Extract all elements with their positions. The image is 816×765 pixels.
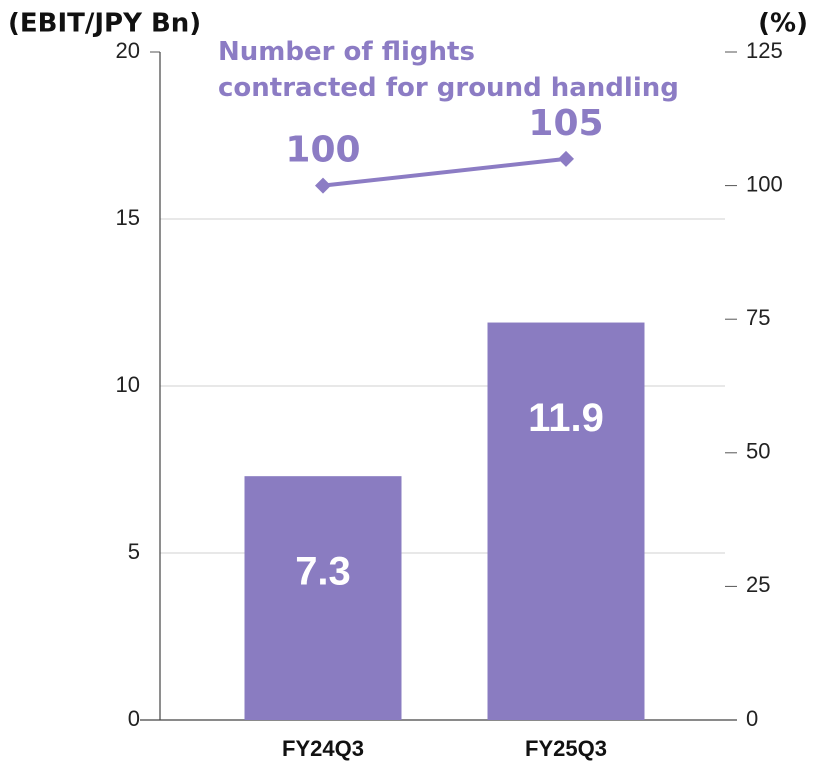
y2-tick-label: 0 xyxy=(746,706,758,731)
y2-tick-label: 75 xyxy=(746,305,770,330)
line-value-label: 105 xyxy=(528,103,603,144)
bar-value-label: 7.3 xyxy=(295,550,351,594)
line xyxy=(322,156,567,188)
y-tick-label: 0 xyxy=(128,706,140,731)
y2-tick-label: 50 xyxy=(746,439,770,464)
y2-tick-label: 100 xyxy=(746,171,783,196)
y-axis-title: (EBIT/JPY Bn) xyxy=(8,9,201,39)
bar-value-label: 11.9 xyxy=(528,396,604,440)
y-tick-label: 20 xyxy=(116,38,140,63)
line-value-label: 100 xyxy=(285,130,360,171)
line-marker xyxy=(558,150,574,167)
bar xyxy=(487,322,645,720)
x-tick-label: FY24Q3 xyxy=(282,736,364,761)
x-tick-label: FY25Q3 xyxy=(525,736,607,761)
bar xyxy=(244,476,402,720)
line-series-label: Number of flights contracted for ground … xyxy=(218,37,679,103)
y-tick-label: 5 xyxy=(128,539,140,564)
y-tick-label: 10 xyxy=(116,372,140,397)
y2-tick-label: 25 xyxy=(746,572,770,597)
y2-tick-label: 125 xyxy=(746,38,783,63)
line-marker xyxy=(315,177,331,194)
y2-axis-title: (%) xyxy=(758,9,808,39)
y-tick-label: 15 xyxy=(116,205,140,230)
